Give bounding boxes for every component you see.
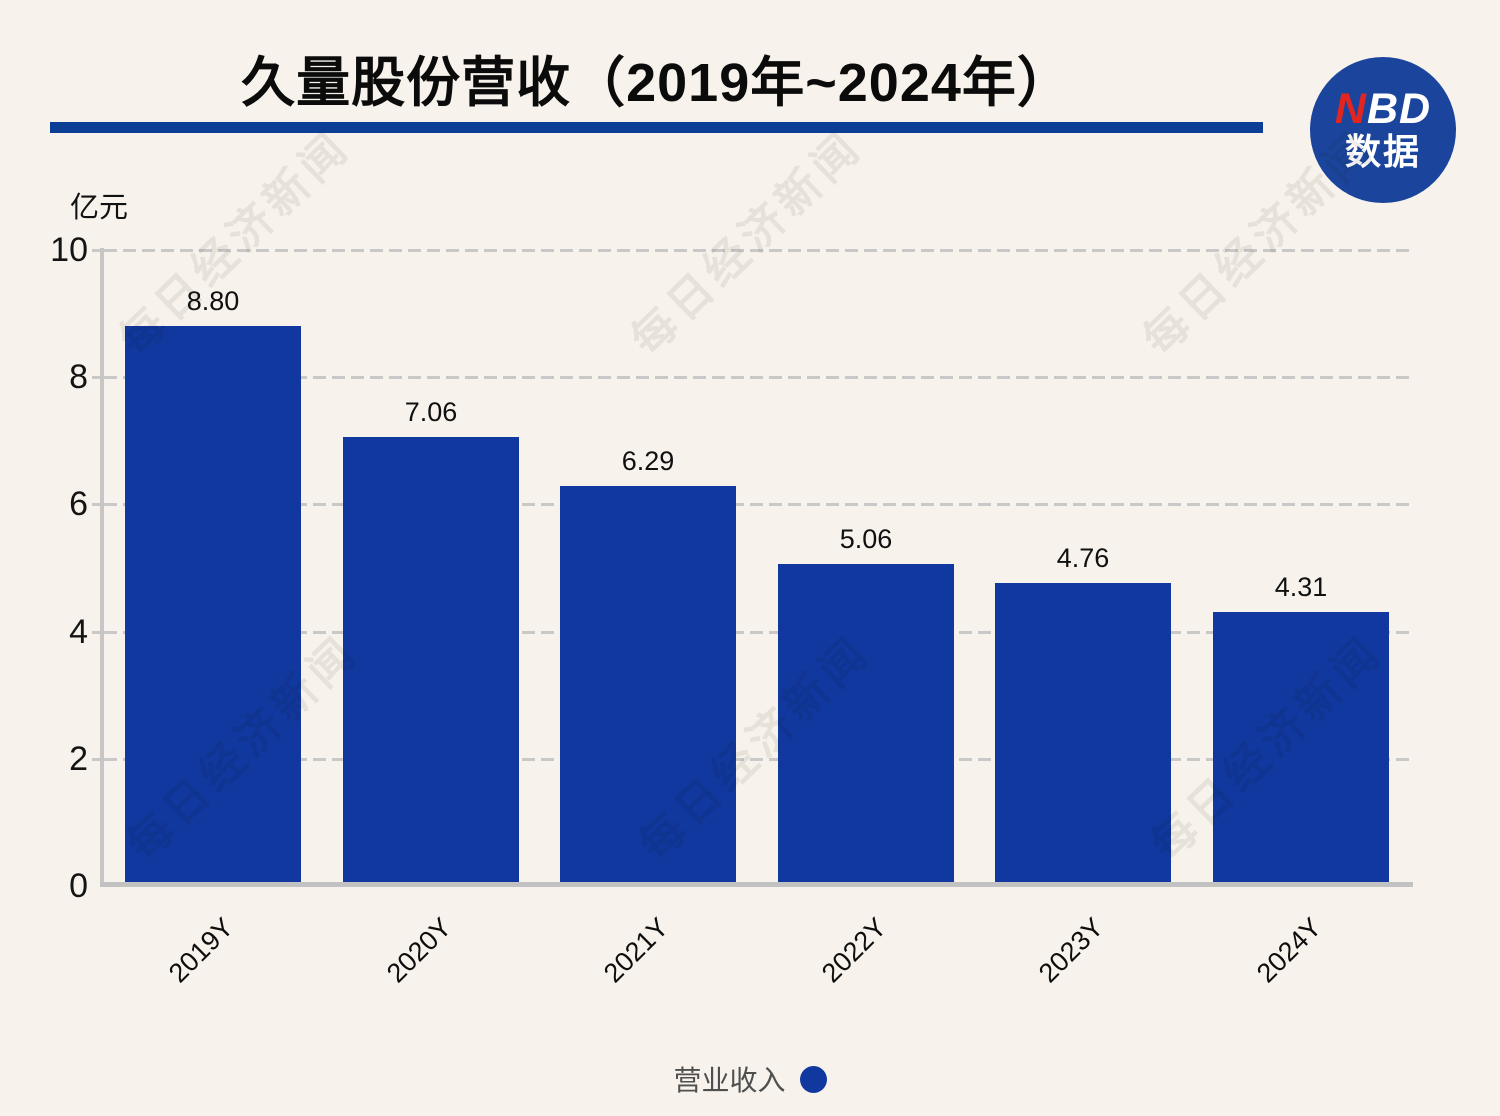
h-gridline xyxy=(104,249,1413,252)
y-tick-label: 4 xyxy=(69,613,88,651)
bar-2023Y xyxy=(995,583,1171,886)
chart-title: 久量股份营收（2019年~2024年） xyxy=(241,53,1072,113)
h-gridline xyxy=(104,631,1413,634)
watermark-text: 每日经济新闻 xyxy=(1142,1108,1402,1116)
bar-2022Y xyxy=(778,564,954,886)
y-axis-tick xyxy=(92,503,100,506)
x-category-label: 2020Y xyxy=(380,912,458,989)
x-category-label: 2022Y xyxy=(815,912,893,989)
bar-value-label: 8.80 xyxy=(186,286,240,316)
x-category-label: 2021Y xyxy=(597,912,675,989)
y-tick-label: 0 xyxy=(69,867,88,905)
bar-value-label: 4.31 xyxy=(1274,572,1328,602)
legend-series-label: 营业收入 xyxy=(673,1065,786,1096)
y-axis-tick xyxy=(92,249,100,252)
nbd-logo-n: N xyxy=(1334,85,1367,133)
y-axis-tick xyxy=(92,631,100,634)
bar-2021Y xyxy=(560,486,736,886)
h-gridline xyxy=(104,503,1413,506)
legend-dot-icon xyxy=(799,1065,827,1093)
y-axis-tick xyxy=(92,376,100,379)
nbd-logo: NBD 数据 xyxy=(1310,57,1456,203)
nbd-logo-bd: BD xyxy=(1366,85,1432,133)
legend: 营业收入 xyxy=(0,1058,1500,1100)
h-gridline xyxy=(104,758,1413,761)
bar-2020Y xyxy=(343,437,519,886)
y-axis-line xyxy=(100,248,104,886)
y-axis-unit-label: 亿元 xyxy=(70,192,129,224)
y-tick-label: 10 xyxy=(50,231,88,269)
h-gridline xyxy=(104,376,1413,379)
watermark-text: 每日经济新闻 xyxy=(118,1108,378,1116)
title-underline xyxy=(50,122,1263,133)
bar-value-label: 6.29 xyxy=(621,446,675,476)
bar-value-label: 5.06 xyxy=(839,524,893,554)
y-axis-tick xyxy=(92,758,100,761)
y-tick-label: 8 xyxy=(69,358,88,396)
watermark-text: 每日经济新闻 xyxy=(622,121,873,366)
bar-value-label: 4.76 xyxy=(1056,543,1110,573)
x-axis-line xyxy=(100,882,1413,887)
bar-value-label: 7.06 xyxy=(404,397,458,427)
nbd-logo-subtext: 数据 xyxy=(1344,131,1421,172)
x-category-label: 2023Y xyxy=(1032,912,1110,989)
y-tick-label: 6 xyxy=(69,485,88,523)
watermark-text: 每日经济新闻 xyxy=(630,1108,890,1116)
x-category-label: 2024Y xyxy=(1250,912,1328,989)
bar-2019Y xyxy=(125,326,301,886)
nbd-logo-text: NBD xyxy=(1335,87,1431,131)
y-tick-label: 2 xyxy=(69,740,88,778)
bar-2024Y xyxy=(1213,612,1389,886)
x-category-label: 2019Y xyxy=(162,912,240,989)
